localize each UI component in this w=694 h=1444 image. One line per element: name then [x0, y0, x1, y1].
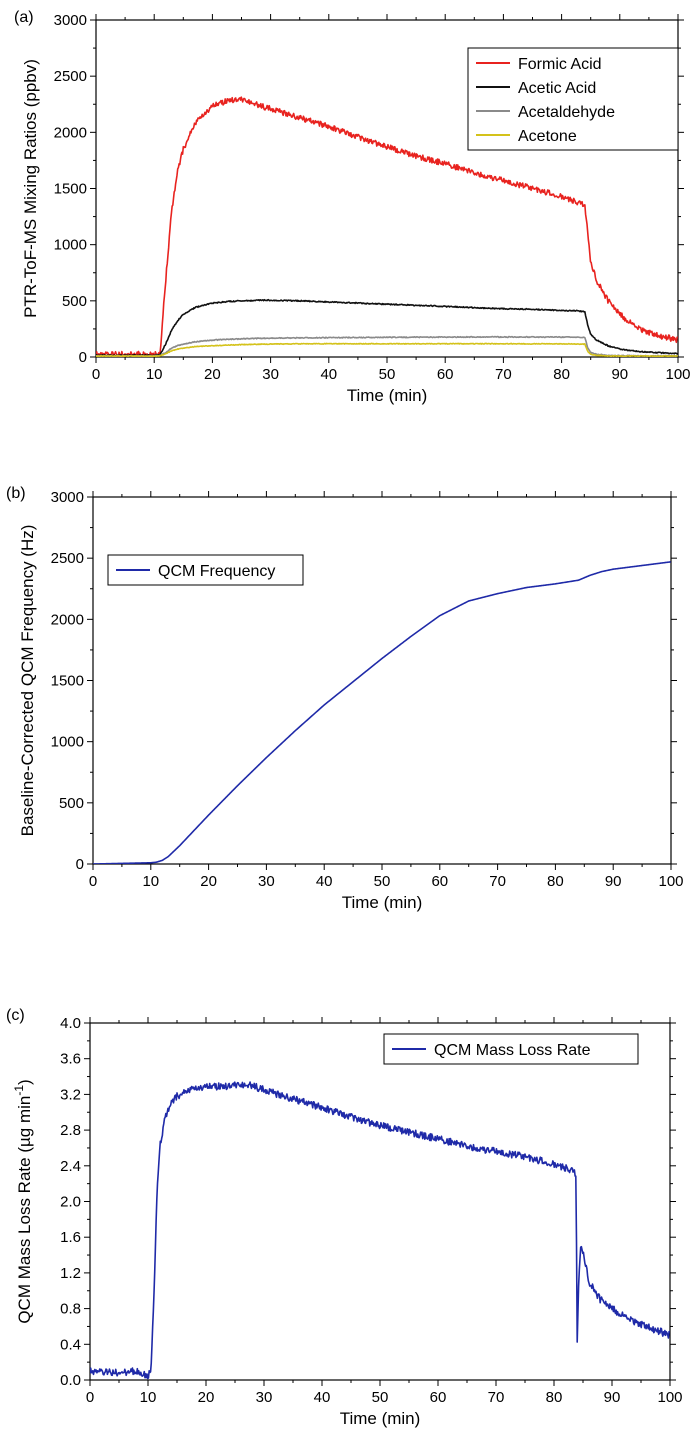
x-tick-label: 20 — [204, 366, 221, 383]
y-tick-label: 1500 — [54, 181, 87, 198]
plot-frame — [92, 496, 672, 865]
x-axis-label: Time (min) — [340, 1409, 421, 1428]
x-tick-label: 40 — [316, 873, 333, 890]
legend: QCM Mass Loss Rate — [383, 1033, 639, 1065]
panel-a: (a)0 10 20 30 40 50 60 70 80 90 100050010001500200… — [14, 9, 691, 405]
y-tick-label: 1.2 — [60, 1265, 81, 1282]
x-tick-label: 0 — [89, 873, 97, 890]
x-tick-label: 70 — [495, 366, 512, 383]
y-tick-label: 0 — [79, 349, 87, 366]
x-tick-label: 80 — [553, 366, 570, 383]
x-tick-label: 10 — [146, 366, 163, 383]
x-axis-label: Time (min) — [342, 893, 423, 912]
x-tick-label: 70 — [488, 1389, 505, 1406]
y-axis-label: QCM Mass Loss Rate (µg min-1) — [12, 1079, 34, 1323]
y-axis-label: PTR-ToF-MS Mixing Ratios (ppbv) — [21, 59, 40, 318]
y-tick-label: 500 — [62, 293, 87, 310]
acetaldehyde-line — [96, 335, 678, 357]
panel-label: (b) — [6, 485, 26, 502]
legend: QCM Frequency — [107, 554, 304, 586]
x-tick-label: 70 — [489, 873, 506, 890]
y-tick-label: 2.4 — [60, 1158, 81, 1175]
panel-label: (a) — [14, 9, 34, 26]
legend-label: Formic Acid — [518, 56, 602, 73]
x-tick-label: 30 — [258, 873, 275, 890]
qcm-mass-loss-rate-line — [90, 1081, 670, 1380]
x-tick-label: 10 — [140, 1389, 157, 1406]
x-tick-label: 80 — [546, 1389, 563, 1406]
x-tick-label: 40 — [314, 1389, 331, 1406]
x-tick-label: 30 — [262, 366, 279, 383]
acetic-acid-line — [96, 298, 678, 357]
legend-label: Acetic Acid — [518, 80, 596, 97]
x-tick-label: 20 — [198, 1389, 215, 1406]
formic-acid-line — [96, 96, 678, 357]
x-tick-label: 40 — [320, 366, 337, 383]
acetone-line — [96, 342, 678, 357]
x-tick-label: 100 — [665, 366, 690, 383]
legend-box — [383, 1033, 639, 1065]
legend: Formic Acid Acetic Acid Acetaldehyde Aceton… — [467, 47, 679, 151]
x-tick-label: 50 — [372, 1389, 389, 1406]
y-tick-label: 2000 — [54, 124, 87, 141]
panel-b: (b)0 10 20 30 40 50 60 70 80 90 100050010001500200… — [6, 485, 684, 912]
x-tick-label: 50 — [374, 873, 391, 890]
qcm-frequency-line — [93, 561, 671, 864]
x-tick-label: 60 — [430, 1389, 447, 1406]
y-tick-label: 2000 — [51, 611, 84, 628]
y-tick-label: 0.8 — [60, 1301, 81, 1318]
y-tick-label: 2500 — [54, 68, 87, 85]
legend-label: Acetone — [518, 128, 577, 145]
plot-frame — [89, 1022, 671, 1381]
y-tick-label: 0.0 — [60, 1372, 81, 1389]
y-tick-label: 1.6 — [60, 1229, 81, 1246]
series-group — [90, 1081, 670, 1380]
x-tick-label: 50 — [379, 366, 396, 383]
panel-c: (c) 0 10 20 30 40 50 60 70 80 90 100 0.0 0.4 0.8 1.2 1.6… — [6, 1007, 683, 1428]
x-axis-label: Time (min) — [347, 386, 428, 405]
x-tick-label: 100 — [657, 1389, 682, 1406]
legend-box — [467, 47, 679, 151]
x-tick-label: 80 — [547, 873, 564, 890]
y-tick-label: 1500 — [51, 673, 84, 690]
x-tick-label: 0 — [92, 366, 100, 383]
y-tick-label: 1000 — [54, 237, 87, 254]
x-tick-label: 60 — [431, 873, 448, 890]
legend-label: Acetaldehyde — [518, 104, 615, 121]
legend-label: QCM Frequency — [158, 563, 275, 580]
y-tick-label: 2.8 — [60, 1122, 81, 1139]
x-tick-label: 90 — [611, 366, 628, 383]
y-tick-label: 2.0 — [60, 1194, 81, 1211]
y-tick-label: 0.4 — [60, 1336, 81, 1353]
y-tick-label: 500 — [59, 795, 84, 812]
y-tick-label: 1000 — [51, 734, 84, 751]
series-group — [93, 561, 671, 864]
x-tick-label: 30 — [256, 1389, 273, 1406]
y-tick-label: 4.0 — [60, 1015, 81, 1032]
x-tick-label: 0 — [86, 1389, 94, 1406]
x-tick-label: 10 — [142, 873, 159, 890]
x-tick-label: 60 — [437, 366, 454, 383]
y-tick-label: 3.2 — [60, 1086, 81, 1103]
series-group — [96, 96, 678, 357]
y-tick-label: 0 — [76, 856, 84, 873]
x-tick-label: 90 — [604, 1389, 621, 1406]
y-axis-label: Baseline-Corrected QCM Frequency (Hz) — [18, 525, 37, 837]
y-tick-label: 3.6 — [60, 1051, 81, 1068]
y-tick-label: 3000 — [51, 489, 84, 506]
x-tick-label: 90 — [605, 873, 622, 890]
x-tick-label: 20 — [200, 873, 217, 890]
y-tick-label: 3000 — [54, 12, 87, 29]
panel-label: (c) — [6, 1007, 25, 1024]
y-tick-label: 2500 — [51, 550, 84, 567]
legend-label: QCM Mass Loss Rate — [434, 1042, 591, 1059]
x-tick-label: 100 — [658, 873, 683, 890]
